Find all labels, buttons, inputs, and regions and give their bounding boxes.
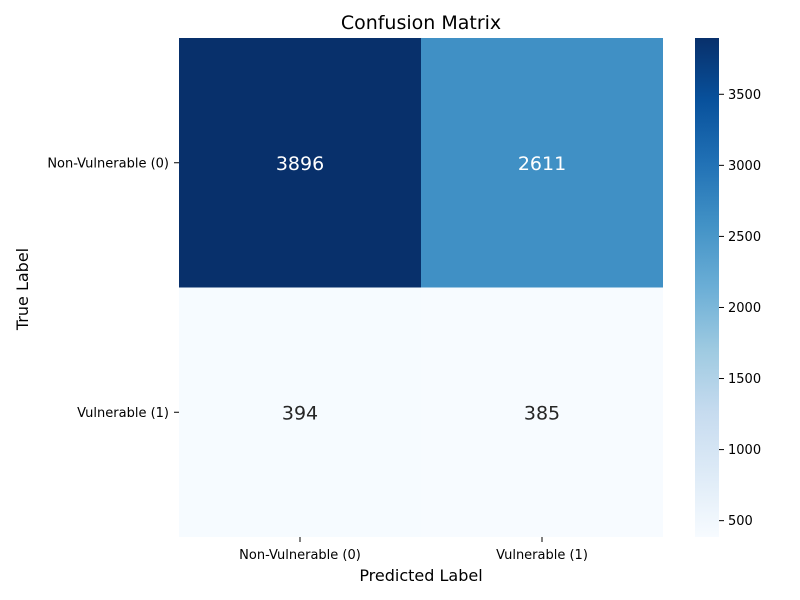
x-tick-label: Non-Vulnerable (0) [239,548,361,563]
y-axis-title: True Label [13,248,32,331]
colorbar-tick-label: 1500 [728,372,761,387]
heatmap-cell [421,38,663,288]
y-tick-label: Vulnerable (1) [77,406,169,421]
heatmap-cell [179,38,421,288]
cell-value-label: 394 [282,402,318,424]
colorbar-tick-label: 2000 [728,301,761,316]
heatmap-cell [179,287,421,537]
chart-title: Confusion Matrix [341,12,501,34]
y-tick-label: Non-Vulnerable (0) [47,156,169,171]
heatmap-cell-labels: 3896 2611 394 385 [276,153,566,425]
colorbar-tick-label: 500 [728,514,753,529]
colorbar-tick-label: 2500 [728,230,761,245]
cell-value-label: 385 [524,402,560,424]
y-axis-ticks: Non-Vulnerable (0) Vulnerable (1) [47,156,179,421]
x-tick-label: Vulnerable (1) [496,548,588,563]
cell-value-label: 3896 [276,153,324,175]
x-axis-ticks: Non-Vulnerable (0) Vulnerable (1) [239,537,588,563]
x-axis-title: Predicted Label [359,566,482,585]
colorbar-tick-label: 1000 [728,443,761,458]
heatmap-cell [421,287,663,537]
heatmap-cells [179,38,663,537]
colorbar-tick-label: 3000 [728,159,761,174]
colorbar-tick-label: 3500 [728,88,761,103]
cell-value-label: 2611 [518,153,566,175]
colorbar [695,38,719,537]
colorbar-ticks: 500 1000 1500 2000 2500 3000 3500 [719,88,761,529]
